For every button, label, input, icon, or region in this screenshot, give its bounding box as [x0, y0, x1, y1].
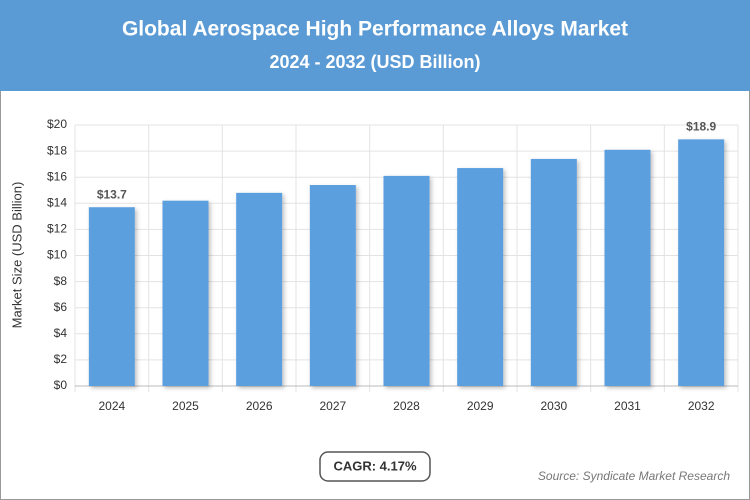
header [0, 0, 750, 91]
cagr-label: CAGR: 4.17% [333, 458, 417, 473]
chart-subtitle: 2024 - 2032 (USD Billion) [269, 52, 480, 72]
bar [678, 139, 725, 386]
y-tick-label: $16 [47, 169, 67, 183]
x-tick-label: 2030 [540, 399, 567, 413]
x-tick-label: 2026 [246, 399, 273, 413]
y-tick-label: $2 [54, 352, 68, 366]
bar [88, 207, 135, 386]
y-tick-label: $18 [47, 143, 67, 157]
value-label: $18.9 [686, 120, 716, 134]
bar [309, 185, 356, 386]
x-tick-label: 2032 [688, 399, 715, 413]
y-tick-label: $4 [54, 326, 68, 340]
y-tick-label: $0 [54, 378, 68, 392]
chart-title: Global Aerospace High Performance Alloys… [122, 18, 628, 41]
bar [383, 175, 430, 386]
x-tick-label: 2028 [393, 399, 420, 413]
x-tick-label: 2024 [98, 399, 125, 413]
y-axis-label: Market Size (USD Billion) [9, 182, 24, 329]
x-tick-label: 2031 [614, 399, 641, 413]
y-tick-label: $10 [47, 248, 67, 262]
cagr-box [319, 451, 431, 482]
bar [530, 158, 577, 386]
bar [457, 168, 504, 386]
y-tick-label: $14 [47, 195, 67, 209]
y-tick-label: $20 [47, 117, 67, 131]
bar [604, 149, 651, 386]
x-tick-label: 2025 [172, 399, 199, 413]
y-tick-label: $6 [54, 300, 68, 314]
y-tick-label: $12 [47, 222, 67, 236]
value-label: $13.7 [97, 187, 127, 201]
y-tick-label: $8 [54, 274, 68, 288]
x-tick-label: 2029 [467, 399, 494, 413]
bar [236, 192, 283, 386]
x-tick-label: 2027 [319, 399, 346, 413]
source-note: Source: Syndicate Market Research [538, 469, 730, 483]
bar [162, 200, 209, 386]
